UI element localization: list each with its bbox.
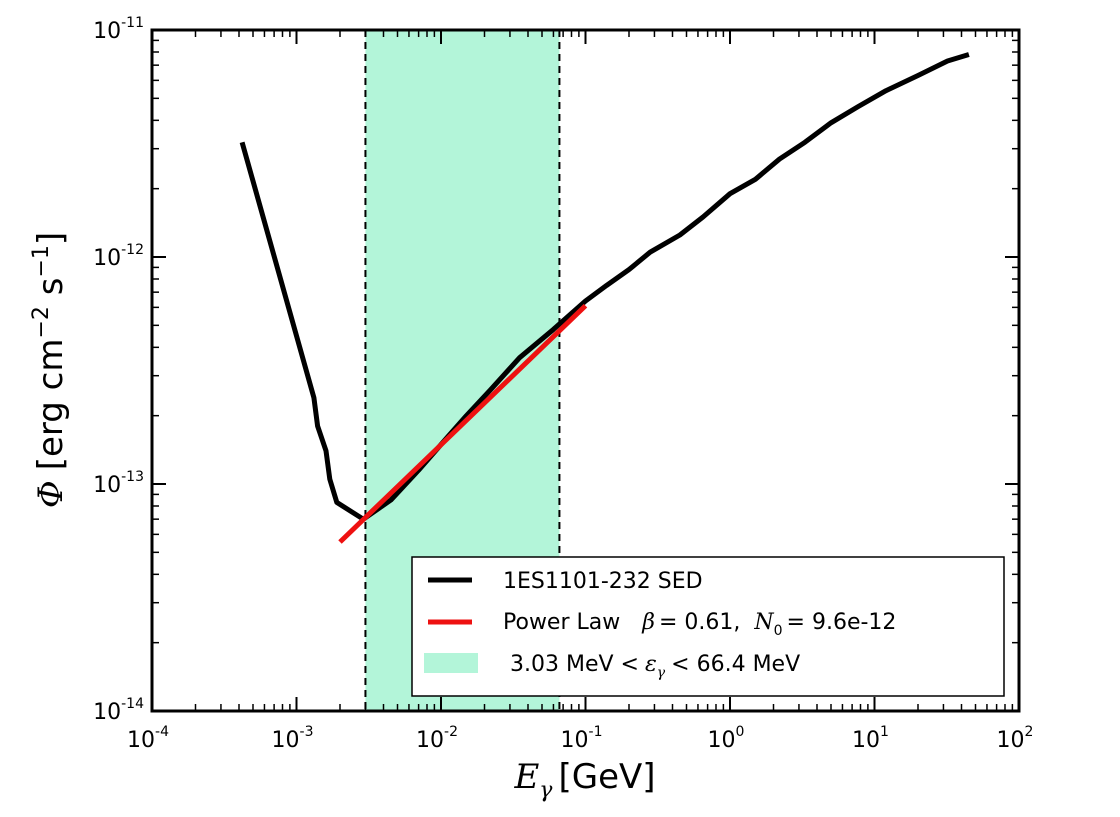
power-law-series-line — [338, 303, 588, 544]
x-tick-label: 101 — [852, 724, 889, 753]
legend-band-swatch — [424, 653, 478, 673]
y-tick-label: 10-12 — [93, 242, 144, 271]
y-tick-label: 10-13 — [93, 469, 144, 498]
x-axis-title: Eγ [GeV] — [513, 757, 655, 803]
x-tick-label: 10-1 — [561, 724, 603, 753]
y-tick-label: 10-14 — [93, 696, 144, 725]
x-tick-label: 10-4 — [127, 724, 169, 753]
x-tick-labels: 10-4 10-3 10-2 10-1 100 101 102 — [127, 724, 1033, 753]
y-tick-label: 10-11 — [93, 15, 144, 44]
legend-sed-label: 1ES1101-232 SED — [503, 569, 703, 594]
legend-box — [411, 556, 1005, 697]
sed-series-line — [239, 52, 970, 522]
plot-frame — [150, 28, 1021, 713]
x-tick-label: 10-2 — [416, 724, 458, 753]
y-tick-labels: 10-14 10-13 10-12 10-11 — [93, 15, 144, 725]
legend-power-law-label: Power Law β = 0.61, N0 = 9.6e-12 — [503, 610, 896, 639]
x-tick-label: 102 — [997, 724, 1034, 753]
legend: 1ES1101-232 SED Power Law β = 0.61, N0 = 9.6… — [411, 556, 1005, 697]
x-tick-label: 100 — [708, 724, 745, 753]
x-tick-label: 10-3 — [272, 724, 314, 753]
y-axis-title: Φ[erg cm−2 s−1] — [29, 232, 71, 508]
legend-band-label: 3.03 MeV < εγ < 66.4 MeV — [510, 652, 800, 681]
